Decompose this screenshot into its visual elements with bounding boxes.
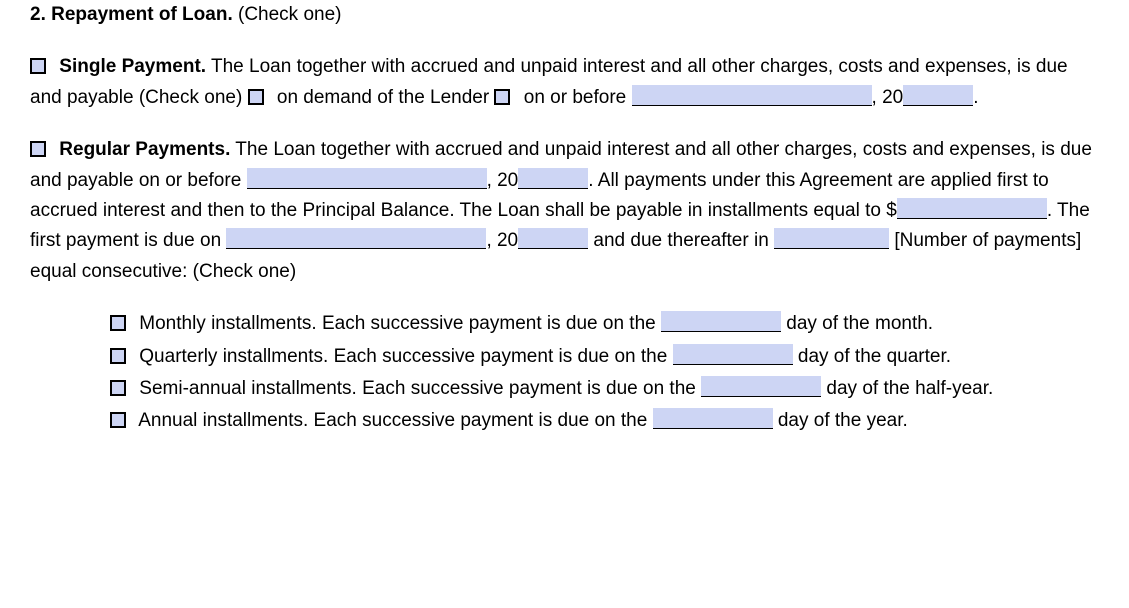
checkbox-single-payment[interactable] [30, 58, 46, 74]
fill-quarterly-day[interactable] [673, 344, 793, 365]
quarterly-pre: Quarterly installments. Each successive … [134, 346, 673, 367]
single-payment-paragraph: Single Payment. The Loan together with a… [30, 52, 1099, 113]
checkbox-regular-payments[interactable] [30, 141, 46, 157]
section-number: 2. [30, 4, 46, 25]
fill-semiannual-day[interactable] [701, 376, 821, 397]
page-container: 2. Repayment of Loan. (Check one) Single… [0, 0, 1129, 457]
regular-payments-label: Regular Payments. [59, 139, 230, 160]
installment-options: Monthly installments. Each successive pa… [110, 309, 1099, 437]
fill-first-payment-date[interactable] [226, 228, 486, 249]
monthly-pre: Monthly installments. Each successive pa… [134, 313, 661, 334]
checkbox-semiannual[interactable] [110, 380, 126, 396]
row-semiannual: Semi-annual installments. Each successiv… [110, 374, 1099, 404]
fill-regular-year[interactable] [518, 168, 588, 189]
regular-mid5: and due thereafter in [588, 230, 774, 251]
fill-single-date[interactable] [632, 85, 872, 106]
regular-mid4: , 20 [486, 230, 518, 251]
monthly-post: day of the month. [781, 313, 933, 334]
row-monthly: Monthly installments. Each successive pa… [110, 309, 1099, 339]
checkbox-monthly[interactable] [110, 315, 126, 331]
fill-annual-day[interactable] [653, 408, 773, 429]
regular-payments-paragraph: Regular Payments. The Loan together with… [30, 135, 1099, 287]
fill-installment-amount[interactable] [897, 198, 1047, 219]
fill-first-payment-year[interactable] [518, 228, 588, 249]
fill-single-year[interactable] [903, 85, 973, 106]
quarterly-post: day of the quarter. [793, 346, 951, 367]
single-payment-label: Single Payment. [59, 56, 206, 77]
single-comma: , 20 [872, 87, 904, 108]
section-instruction: (Check one) [238, 4, 342, 25]
fill-regular-date[interactable] [247, 168, 487, 189]
checkbox-on-or-before[interactable] [494, 89, 510, 105]
section-heading: 2. Repayment of Loan. (Check one) [30, 0, 1099, 30]
annual-pre: Annual installments. Each successive pay… [134, 410, 653, 431]
opt-on-demand: on demand of the Lender [272, 87, 495, 108]
semiannual-pre: Semi-annual installments. Each successiv… [134, 378, 701, 399]
annual-post: day of the year. [773, 410, 908, 431]
section-title: Repayment of Loan. [51, 4, 233, 25]
semiannual-post: day of the half-year. [821, 378, 993, 399]
row-annual: Annual installments. Each successive pay… [110, 406, 1099, 436]
checkbox-on-demand[interactable] [248, 89, 264, 105]
row-quarterly: Quarterly installments. Each successive … [110, 342, 1099, 372]
checkbox-quarterly[interactable] [110, 348, 126, 364]
opt-on-or-before: on or before [518, 87, 631, 108]
regular-mid1: , 20 [487, 170, 519, 191]
checkbox-annual[interactable] [110, 412, 126, 428]
fill-monthly-day[interactable] [661, 311, 781, 332]
single-period: . [973, 87, 978, 108]
fill-number-of-payments[interactable] [774, 228, 889, 249]
